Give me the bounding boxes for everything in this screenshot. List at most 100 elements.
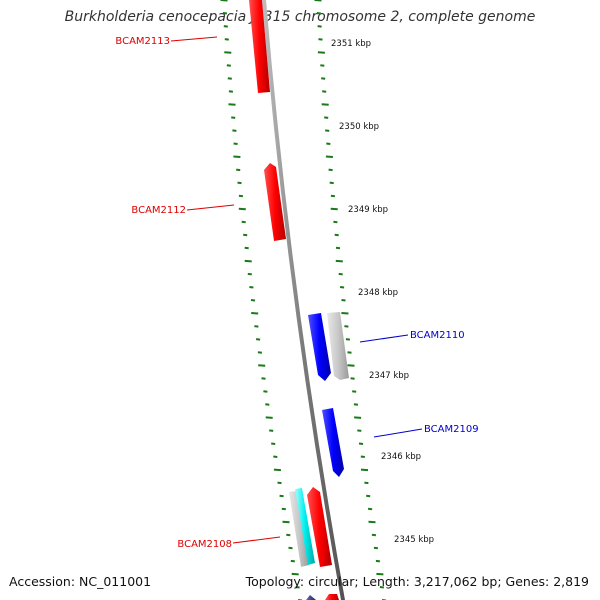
scale-tick <box>333 220 338 224</box>
gene-bcam2110[interactable] <box>308 313 331 381</box>
scale-tick <box>279 494 284 498</box>
scale-tick <box>325 129 330 132</box>
gene-bcam2112[interactable] <box>264 163 286 241</box>
scale-tick <box>371 533 377 537</box>
scale-tick <box>291 572 299 576</box>
scale-tick <box>317 51 325 54</box>
scale-label: 2345 kbp <box>394 535 434 545</box>
scale-tick <box>263 390 268 393</box>
scale-tick <box>373 546 379 550</box>
inner-ticks <box>314 0 387 600</box>
scale-tick <box>257 351 263 354</box>
scale-tick <box>237 181 242 185</box>
scale-tick <box>273 455 278 458</box>
scale-tick <box>244 246 249 250</box>
scale-tick <box>238 194 244 198</box>
gene-bcam2113[interactable] <box>249 0 270 93</box>
scale-tick <box>247 272 252 276</box>
label-bcam2109[interactable]: BCAM2109 <box>424 424 479 435</box>
label-leaders <box>170 36 423 544</box>
scale-tick <box>330 207 338 211</box>
scale-tick <box>251 312 259 315</box>
accession-text: Accession: NC_011001 <box>9 574 152 589</box>
scale-tick <box>254 325 259 328</box>
scale-tick <box>243 233 248 237</box>
scale-tick <box>316 12 321 15</box>
scale-tick <box>360 468 369 472</box>
scale-tick <box>290 559 295 563</box>
scale-tick <box>324 116 329 119</box>
scale-tick <box>233 155 241 158</box>
scale-tick <box>367 507 373 511</box>
gene-bottom-navy[interactable] <box>306 595 316 600</box>
scale-tick <box>350 377 355 380</box>
scale-label: 2349 kbp <box>348 205 388 215</box>
scale-tick <box>249 286 254 289</box>
scale-tick <box>231 116 236 119</box>
scale-tick <box>233 142 238 145</box>
scale-label: 2350 kbp <box>339 122 379 132</box>
scale-tick <box>353 403 359 406</box>
scale-label: 2348 kbp <box>358 288 398 298</box>
scale-tick <box>320 64 325 67</box>
leader-bcam2109 <box>373 428 423 438</box>
scale-tick <box>255 338 261 341</box>
scale-tick <box>236 168 241 172</box>
scale-tick <box>224 51 232 54</box>
scale-tick <box>357 429 362 432</box>
gene-labels: BCAM2113 BCAM2112 BCAM2110 BCAM2109 BCAM… <box>115 36 478 550</box>
scale-tick <box>238 207 246 211</box>
scale-tick <box>354 416 362 419</box>
scale-tick <box>220 0 228 2</box>
scale-tick <box>321 77 326 80</box>
scale-tick <box>314 0 322 2</box>
scale-tick <box>325 155 333 158</box>
scale-tick <box>345 338 351 341</box>
scale-tick <box>339 286 345 289</box>
gene-cyan-2345[interactable] <box>295 488 315 565</box>
outer-ticks <box>220 0 303 600</box>
scale-label: 2347 kbp <box>369 371 409 381</box>
scale-tick <box>344 325 349 328</box>
scale-tick <box>358 442 364 445</box>
scale-tick <box>347 364 355 367</box>
scale-label: 2351 kbp <box>331 39 371 49</box>
label-bcam2110[interactable]: BCAM2110 <box>410 330 465 341</box>
gene-bcam2109[interactable] <box>322 408 344 477</box>
scale-tick <box>321 103 329 106</box>
leader-bcam2112 <box>186 204 235 211</box>
scale-tick <box>227 77 232 80</box>
scale-tick <box>288 546 293 550</box>
leader-bcam2113 <box>170 36 218 42</box>
scale-tick <box>258 364 266 367</box>
gene-grey-2345[interactable] <box>289 491 309 567</box>
scale-label: 2346 kbp <box>381 452 421 462</box>
label-bcam2112[interactable]: BCAM2112 <box>131 205 186 216</box>
scale-tick <box>273 468 281 472</box>
scale-tick <box>338 272 343 276</box>
scale-tick <box>286 533 291 537</box>
scale-tick <box>232 129 237 132</box>
scale-tick <box>317 25 322 28</box>
scale-tick <box>265 416 273 419</box>
gene-bcam2108[interactable] <box>307 487 332 567</box>
gene-bottom-red[interactable] <box>325 594 339 600</box>
scale-tick <box>318 38 323 41</box>
scale-tick <box>330 194 336 198</box>
scale-tick <box>277 481 282 485</box>
label-bcam2113[interactable]: BCAM2113 <box>115 36 170 47</box>
scale-labels: 2351 kbp 2350 kbp 2349 kbp 2348 kbp 2347… <box>331 39 434 545</box>
gene-grey-2347[interactable] <box>327 312 349 380</box>
scale-tick <box>366 494 371 498</box>
topology-summary: Topology: circular; Length: 3,217,062 bp… <box>245 574 589 589</box>
label-bcam2108[interactable]: BCAM2108 <box>177 539 232 550</box>
gene-features <box>249 0 349 600</box>
scale-tick <box>271 442 276 445</box>
scale-tick <box>341 312 349 315</box>
scale-tick <box>224 38 229 41</box>
scale-tick <box>334 233 339 237</box>
scale-tick <box>379 586 385 589</box>
scale-tick <box>341 299 346 302</box>
